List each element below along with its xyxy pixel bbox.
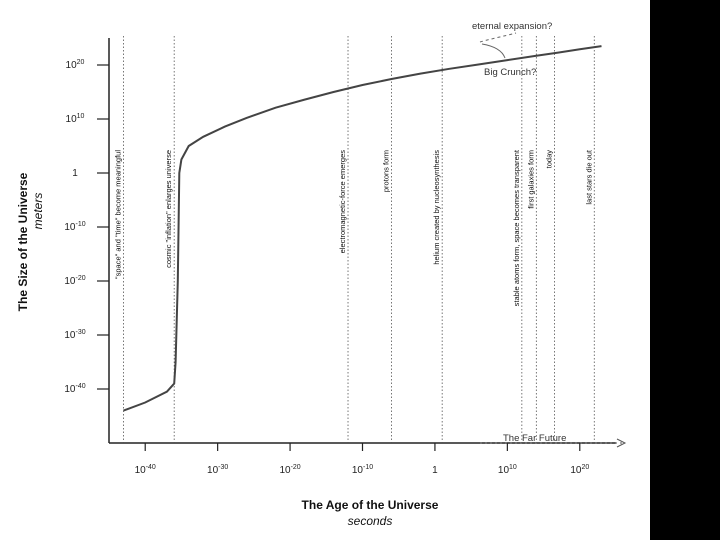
- x-axis-unit: seconds: [348, 514, 393, 528]
- y-tick-label: 1020: [66, 59, 85, 71]
- far-future-arrowhead: [616, 438, 627, 448]
- event-label: first galaxies form: [526, 150, 535, 209]
- event-label: "space" and "time" become meaningful: [113, 150, 122, 279]
- big-crunch-branch: [481, 43, 506, 59]
- side-bar: [650, 0, 720, 540]
- y-tick-label: 1: [72, 168, 78, 179]
- event-label: cosmic "inflation" enlarges universe: [164, 150, 173, 268]
- x-tick-label: 1020: [570, 464, 589, 476]
- x-tick-label: 1: [432, 465, 438, 476]
- y-tick-label: 10-10: [64, 221, 85, 233]
- annotation-eternal-expansion: eternal expansion?: [472, 21, 552, 32]
- event-label: helium created by nucleosynthesis: [432, 150, 441, 265]
- x-axis-title: The Age of the Universe: [302, 498, 439, 512]
- event-label: stable atoms form, space becomes transpa…: [512, 149, 521, 306]
- event-label: electromagnetic-force emerges: [338, 150, 347, 254]
- annotation-big-crunch: Big Crunch?: [484, 67, 536, 78]
- event-label: today: [544, 150, 553, 169]
- x-tick-label: 10-40: [135, 464, 156, 476]
- y-tick-label: 1010: [66, 113, 85, 125]
- event-label: protons form: [381, 150, 390, 192]
- y-tick-label: 10-30: [64, 329, 85, 341]
- y-axis-title: The Size of the Universe: [16, 172, 30, 311]
- x-tick-label: 10-20: [279, 464, 300, 476]
- eternal-expansion-branch: [479, 32, 517, 43]
- y-tick-label: 10-40: [64, 383, 85, 395]
- x-tick-label: 10-30: [207, 464, 228, 476]
- annotation-far-future: The Far Future: [503, 433, 566, 444]
- x-tick-label: 1010: [498, 464, 517, 476]
- y-axis-unit: meters: [31, 193, 45, 230]
- event-label: last stars die out: [584, 149, 593, 205]
- x-tick-label: 10-10: [352, 464, 373, 476]
- series-line: [123, 45, 602, 412]
- y-tick-label: 10-20: [64, 275, 85, 287]
